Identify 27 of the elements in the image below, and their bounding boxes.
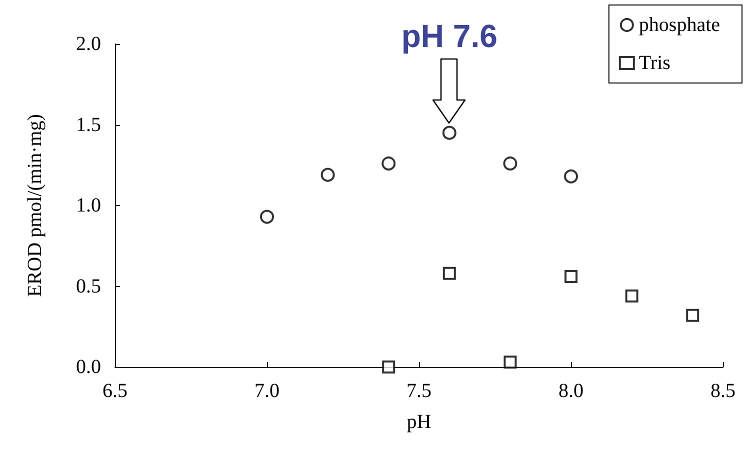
x-tick-label: 6.5 [102, 380, 128, 402]
y-tick-label: 1.5 [76, 114, 101, 136]
legend-label: phosphate [638, 14, 720, 36]
point [382, 156, 396, 171]
legend-label: Tris [638, 52, 671, 74]
x-tick-label: 7.5 [406, 380, 432, 402]
point [564, 169, 578, 184]
y-axis-title: EROD pmol/(min·mg) [24, 114, 46, 297]
y-tick-label: 0.5 [76, 275, 101, 298]
annotation: pH 7.6 [400, 18, 498, 54]
x-tick-label: 8.5 [710, 380, 736, 402]
point [442, 126, 456, 140]
x-axis-title: pH [406, 411, 432, 433]
point [260, 210, 274, 224]
point [442, 266, 456, 280]
point [564, 270, 578, 284]
point [503, 156, 518, 171]
y-tick-label: 2.0 [76, 33, 101, 55]
point [382, 360, 396, 374]
point [504, 356, 517, 369]
x-tick-label: 8.0 [558, 380, 584, 402]
y-tick-label: 0.0 [76, 356, 101, 378]
x-tick-label: 7.0 [254, 380, 280, 402]
point [320, 168, 335, 182]
point [686, 308, 700, 322]
y-tick-label: 1.0 [76, 194, 101, 216]
point [625, 289, 638, 302]
